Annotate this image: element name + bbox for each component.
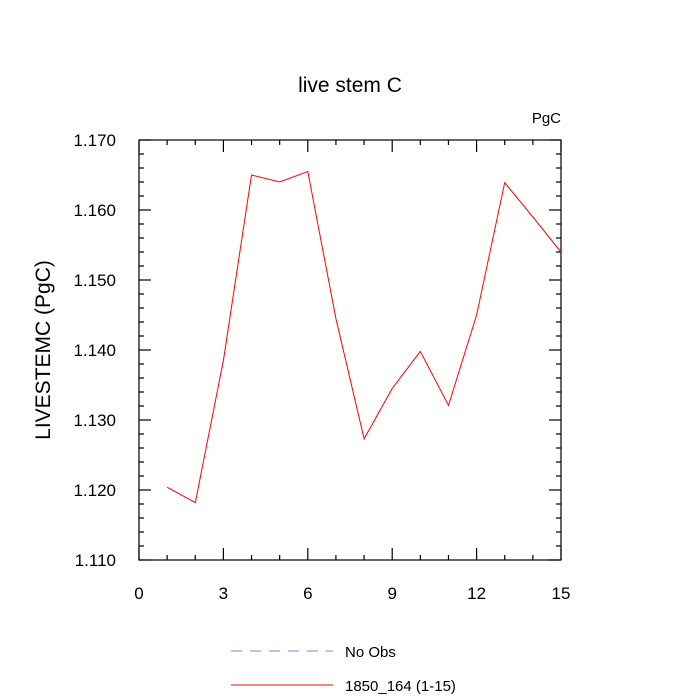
y-tick-label: 1.130 xyxy=(73,411,116,430)
y-tick-label: 1.160 xyxy=(73,201,116,220)
legend: No Obs 1850_164 (1-15) xyxy=(231,644,456,695)
y-tick-label: 1.120 xyxy=(73,481,116,500)
chart-title: live stem C xyxy=(298,74,402,97)
legend-label: No Obs xyxy=(345,644,396,661)
x-tick-label: 3 xyxy=(219,584,228,603)
x-tick-label: 6 xyxy=(303,584,312,603)
units-label: PgC xyxy=(532,110,561,127)
x-tick-label: 12 xyxy=(467,584,486,603)
x-tick-label: 9 xyxy=(387,584,396,603)
legend-label: 1850_164 (1-15) xyxy=(345,678,456,695)
series-line xyxy=(166,170,562,504)
y-tick-label: 1.110 xyxy=(75,551,116,570)
y-tick-label: 1.150 xyxy=(73,271,116,290)
x-tick-label: 0 xyxy=(134,584,143,603)
y-tick-label: 1.170 xyxy=(73,131,116,150)
y-tick-label: 1.140 xyxy=(73,341,116,360)
series-group xyxy=(166,170,562,504)
tick-labels: 0 3 6 9 12 15 1.110 1.120 1.130 1.140 1.150 1.160 1.… xyxy=(73,131,570,603)
plot-frame xyxy=(138,139,562,561)
x-tick-label: 15 xyxy=(552,584,571,603)
axis-ticks xyxy=(138,139,562,561)
y-axis-label: LIVESTEMC (PgC) xyxy=(32,260,55,440)
